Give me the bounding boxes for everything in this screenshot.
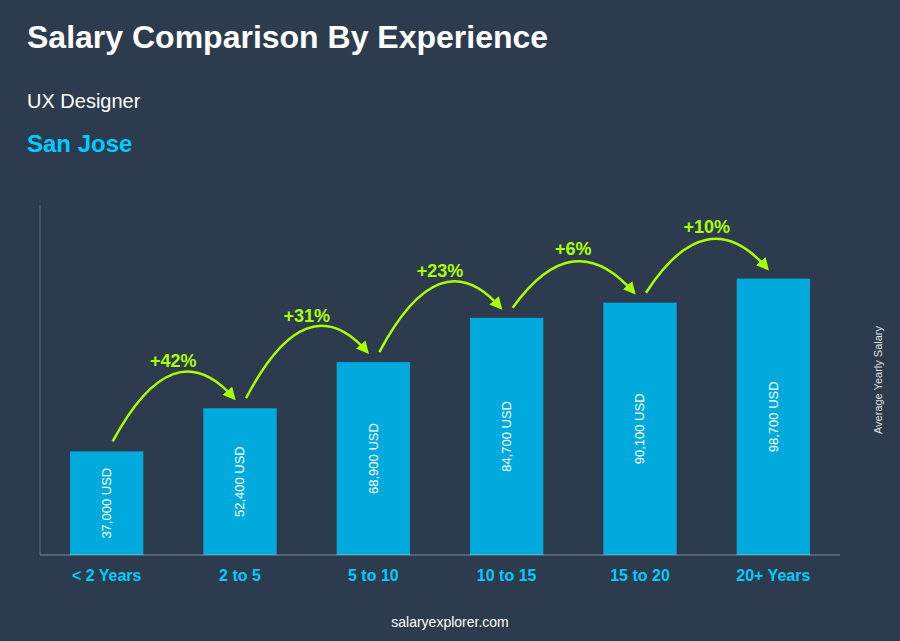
x-tick-label: 20+ Years: [736, 567, 810, 584]
bar: [470, 318, 543, 555]
data-label: 68,900 USD: [366, 423, 381, 494]
data-label: 98,700 USD: [766, 381, 781, 452]
x-tick-label: 5 to 10: [348, 567, 399, 584]
change-arrow: [113, 372, 234, 442]
background: [0, 0, 900, 641]
title: Salary Comparison By Experience: [27, 19, 548, 55]
data-label: 37,000 USD: [99, 468, 114, 539]
bars: [70, 279, 810, 555]
data-label: 90,100 USD: [633, 393, 648, 464]
change-arrow: [246, 326, 367, 399]
watermark: salaryexplorer.com: [391, 614, 509, 630]
bar: [337, 362, 410, 555]
change-label: +10%: [683, 217, 730, 237]
x-axis-line: [40, 555, 840, 556]
bar: [203, 408, 276, 555]
bar: [603, 303, 676, 555]
change-arrow: [513, 261, 634, 308]
y-axis-line: [40, 205, 41, 555]
bar: [737, 279, 810, 555]
subtitle: UX Designer: [27, 90, 141, 112]
x-tick-label: 2 to 5: [219, 567, 261, 584]
chart: Salary Comparison By Experience UX Design…: [0, 0, 900, 641]
data-label: 84,700 USD: [499, 401, 514, 472]
change-label: +23%: [417, 261, 464, 281]
x-tick-label: 10 to 15: [477, 567, 537, 584]
change-label: +6%: [555, 239, 592, 259]
x-tick-label: 15 to 20: [610, 567, 670, 584]
change-label: +31%: [283, 306, 330, 326]
change-arrow: [379, 281, 500, 352]
change-label: +42%: [150, 351, 197, 371]
change-arrow: [646, 239, 767, 293]
x-tick-label: < 2 Years: [72, 567, 142, 584]
bar: [70, 451, 143, 555]
y-axis-label: Average Yearly Salary: [872, 325, 884, 434]
data-label: 52,400 USD: [233, 446, 248, 517]
subtitle: San Jose: [27, 130, 132, 157]
